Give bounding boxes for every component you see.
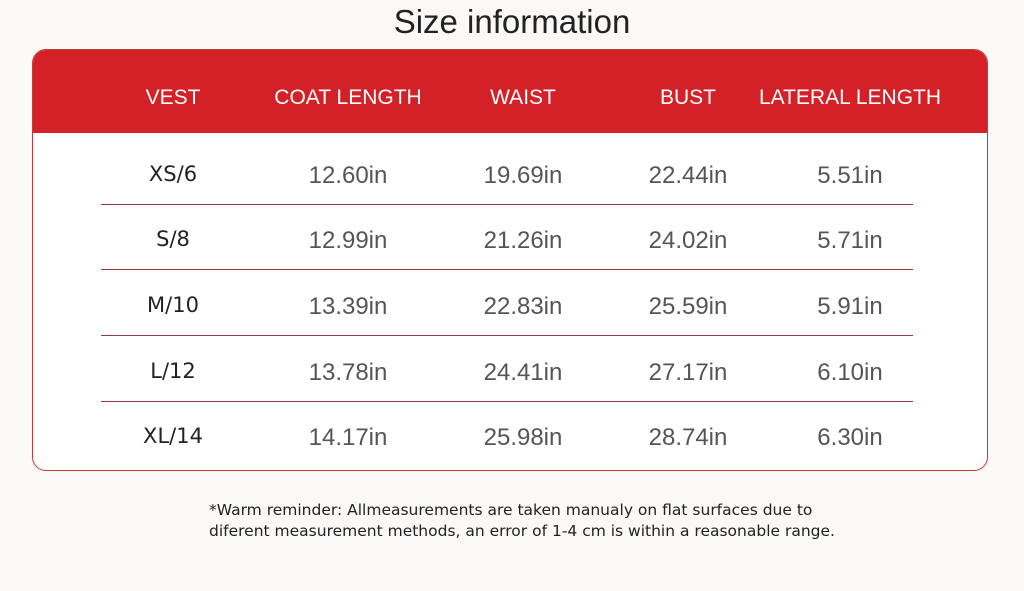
- table-row: S/8 12.99in 21.26in 24.02in 5.71in: [101, 203, 913, 270]
- value-cell: 5.51in: [817, 162, 883, 189]
- size-cell: XL/14: [143, 424, 203, 448]
- header-cell: VEST: [145, 86, 201, 109]
- header-cell: BUST: [659, 86, 717, 109]
- size-cell: S/8: [156, 227, 190, 251]
- header-cell: COAT LENGTH: [274, 86, 422, 109]
- table-row: XS/6 12.60in 19.69in 22.44in 5.51in: [101, 138, 913, 205]
- value-cell: 24.41in: [483, 359, 563, 386]
- value-cell: 21.26in: [483, 227, 563, 254]
- value-cell: 14.17in: [308, 424, 388, 451]
- table-header: VEST COAT LENGTH WAIST BUST LATERAL LENGTH: [33, 50, 987, 133]
- value-cell: 5.91in: [817, 293, 883, 320]
- value-cell: 12.99in: [308, 227, 388, 254]
- note: *Warm reminder: Allmeasurements are take…: [209, 500, 835, 542]
- table-row: M/10 13.39in 22.83in 25.59in 5.91in: [101, 269, 913, 336]
- value-cell: 27.17in: [648, 359, 728, 386]
- size-cell: M/10: [147, 293, 199, 317]
- value-cell: 12.60in: [308, 162, 388, 189]
- header-cell: LATERAL LENGTH: [758, 86, 942, 109]
- value-cell: 6.30in: [817, 424, 883, 451]
- value-cell: 25.59in: [648, 293, 728, 320]
- header-cell: WAIST: [490, 86, 556, 109]
- value-cell: 28.74in: [648, 424, 728, 451]
- title: Size information: [393, 3, 631, 40]
- value-cell: 6.10in: [817, 359, 883, 386]
- value-cell: 25.98in: [483, 424, 563, 451]
- value-cell: 13.39in: [308, 293, 388, 320]
- value-cell: 5.71in: [817, 227, 883, 254]
- size-table: VEST COAT LENGTH WAIST BUST LATERAL LENGTH X…: [32, 49, 988, 471]
- size-cell: L/12: [150, 359, 196, 383]
- value-cell: 22.44in: [648, 162, 728, 189]
- value-cell: 22.83in: [483, 293, 563, 320]
- value-cell: 19.69in: [483, 162, 563, 189]
- value-cell: 13.78in: [308, 359, 388, 386]
- note-line: *Warm reminder: Allmeasurements are take…: [209, 501, 813, 519]
- table-row: XL/14 14.17in 25.98in 28.74in 6.30in: [101, 400, 913, 466]
- table-row: L/12 13.78in 24.41in 27.17in 6.10in: [101, 335, 913, 402]
- note-line: diferent measurement methods, an error o…: [209, 522, 835, 540]
- size-cell: XS/6: [148, 162, 198, 186]
- value-cell: 24.02in: [648, 227, 728, 254]
